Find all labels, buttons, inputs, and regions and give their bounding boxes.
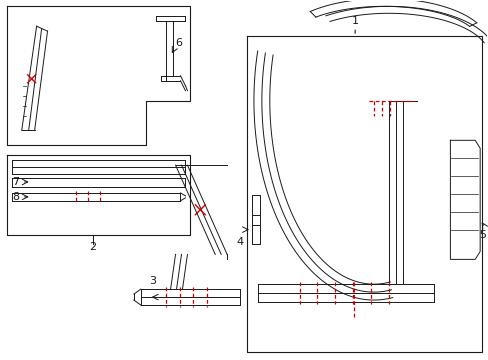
Text: 5: 5 [479, 230, 486, 239]
Text: 2: 2 [89, 243, 97, 252]
Text: 7: 7 [12, 177, 20, 187]
Text: 3: 3 [149, 276, 156, 286]
Text: 1: 1 [351, 16, 358, 26]
Text: 6: 6 [175, 38, 182, 48]
Text: 4: 4 [236, 237, 243, 247]
Text: 8: 8 [12, 192, 20, 202]
